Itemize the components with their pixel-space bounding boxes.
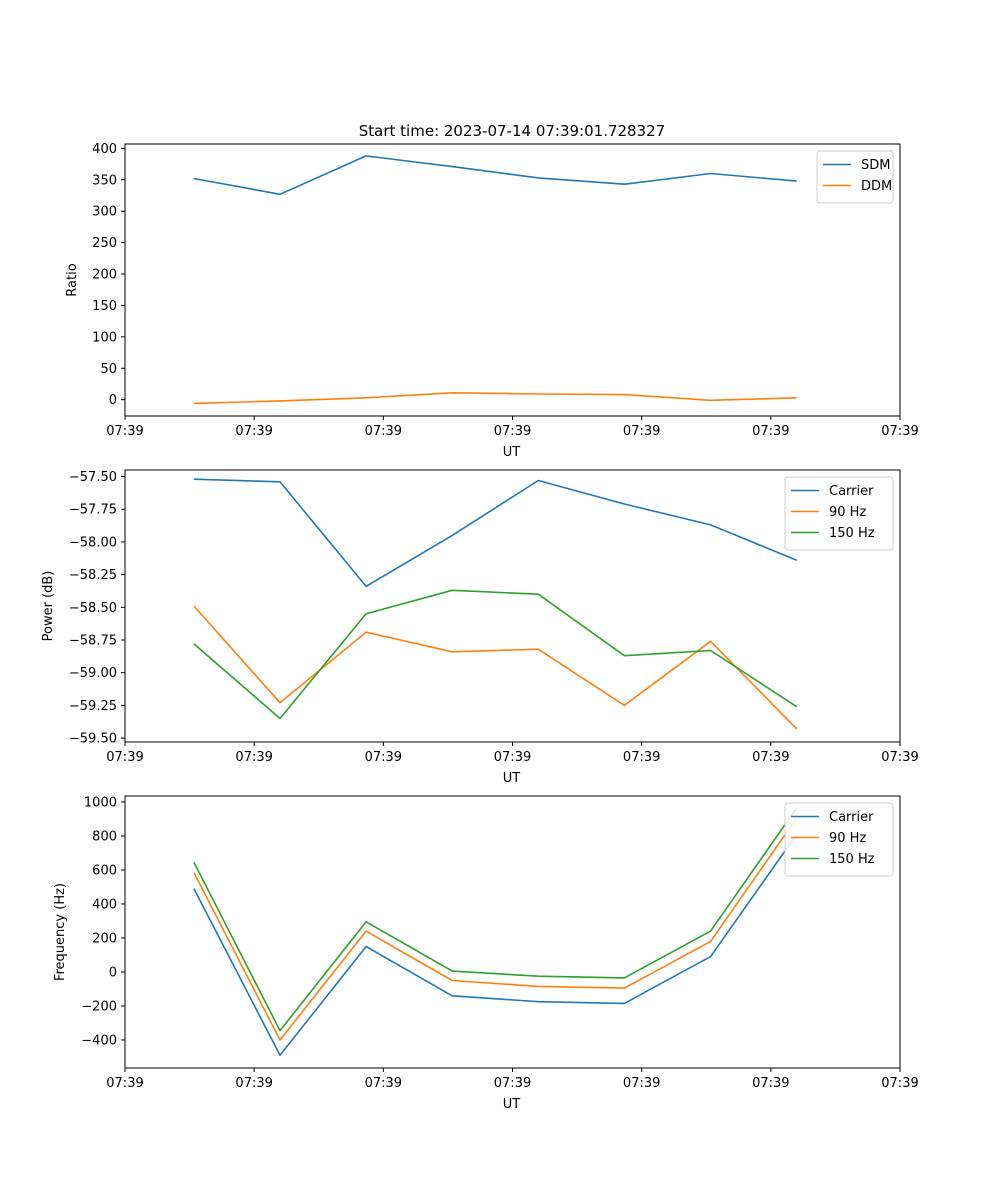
figure-title: Start time: 2023-07-14 07:39:01.728327: [359, 122, 665, 140]
y-tick-label: −400: [81, 1033, 117, 1048]
x-tick-label: 07:39: [881, 1076, 918, 1091]
x-axis-label: UT: [503, 771, 521, 786]
x-tick-label: 07:39: [365, 750, 402, 765]
y-tick-label: 800: [92, 829, 117, 844]
plots: 07:39 07:39 07:39 07:39 07:39 07:39 07:39 UT 0 50…: [41, 142, 919, 1112]
series-line-150-hz: [193, 807, 798, 1032]
x-axis-label: UT: [503, 1097, 521, 1112]
legend: Carrier 90 Hz 150 Hz: [784, 802, 894, 877]
y-tick-label: 350: [92, 173, 117, 188]
y-axis-label: Frequency (Hz): [53, 883, 68, 981]
legend-label-carrier: Carrier: [829, 484, 874, 499]
y-tick-label: −58.25: [69, 568, 117, 583]
y-tick-label: −59.25: [69, 699, 117, 714]
legend-label-90-hz: 90 Hz: [829, 831, 866, 846]
legend: SDM DDM: [816, 150, 894, 204]
series-line-sdm: [193, 155, 797, 196]
y-tick-label: 250: [92, 236, 117, 251]
x-tick-label: 07:39: [235, 1076, 272, 1091]
x-tick-label: 07:39: [881, 424, 918, 439]
y-tick-label: 0: [109, 965, 117, 980]
y-axis-label: Ratio: [65, 263, 80, 296]
y-tick-label: 150: [92, 299, 117, 314]
series-line-carrier: [193, 833, 798, 1057]
x-tick-label: 07:39: [881, 750, 918, 765]
legend-label-carrier: Carrier: [829, 810, 874, 825]
x-tick-label: 07:39: [494, 424, 531, 439]
y-tick-label: 200: [92, 931, 117, 946]
y-tick-label: 400: [92, 142, 117, 157]
y-tick-label: 200: [92, 268, 117, 283]
y-tick-label: 0: [109, 393, 117, 408]
legend-label-150-hz: 150 Hz: [829, 852, 875, 867]
x-tick-label: 07:39: [235, 750, 272, 765]
y-tick-label: −57.75: [69, 503, 117, 518]
x-tick-label: 07:39: [494, 750, 531, 765]
legend-label-90-hz: 90 Hz: [829, 505, 866, 520]
y-tick-label: −59.00: [69, 666, 117, 681]
x-tick-label: 07:39: [752, 1076, 789, 1091]
y-tick-label: 400: [92, 897, 117, 912]
x-tick-label: 07:39: [365, 1076, 402, 1091]
legend: Carrier 90 Hz 150 Hz: [784, 476, 894, 551]
x-tick-label: 07:39: [752, 750, 789, 765]
chart-panel-3: 07:39 07:39 07:39 07:39 07:39 07:39 07:39 UT −40…: [53, 795, 919, 1112]
x-tick-label: 07:39: [106, 1076, 143, 1091]
y-axis-label: Power (dB): [41, 571, 56, 642]
legend-label-sdm: SDM: [861, 158, 890, 173]
series-line-150-hz: [193, 589, 798, 720]
chart-panel-2: 07:39 07:39 07:39 07:39 07:39 07:39 07:39 UT −57…: [41, 469, 919, 786]
series-line-carrier: [193, 478, 798, 588]
x-tick-label: 07:39: [365, 424, 402, 439]
x-tick-label: 07:39: [752, 424, 789, 439]
legend-label-ddm: DDM: [861, 179, 892, 194]
x-tick-label: 07:39: [106, 424, 143, 439]
y-tick-label: 300: [92, 205, 117, 220]
y-tick-label: −200: [81, 999, 117, 1014]
y-tick-label: −58.00: [69, 535, 117, 550]
x-tick-label: 07:39: [235, 424, 272, 439]
y-tick-label: 1000: [84, 795, 117, 810]
y-tick-label: 100: [92, 330, 117, 345]
series-line-90-hz: [193, 817, 798, 1041]
x-axis-label: UT: [503, 445, 521, 460]
chart-panel-1: 07:39 07:39 07:39 07:39 07:39 07:39 07:39 UT 0 50…: [65, 142, 919, 460]
y-tick-label: −58.50: [69, 601, 117, 616]
legend-label-150-hz: 150 Hz: [829, 526, 875, 541]
x-tick-label: 07:39: [494, 1076, 531, 1091]
x-tick-label: 07:39: [623, 1076, 660, 1091]
y-tick-label: 50: [100, 362, 117, 377]
x-tick-label: 07:39: [623, 750, 660, 765]
y-tick-label: 600: [92, 863, 117, 878]
y-tick-label: −59.50: [69, 732, 117, 747]
x-tick-label: 07:39: [623, 424, 660, 439]
x-tick-label: 07:39: [106, 750, 143, 765]
series-line-ddm: [193, 391, 797, 405]
y-tick-label: −58.75: [69, 634, 117, 649]
y-tick-label: −57.50: [69, 470, 117, 485]
